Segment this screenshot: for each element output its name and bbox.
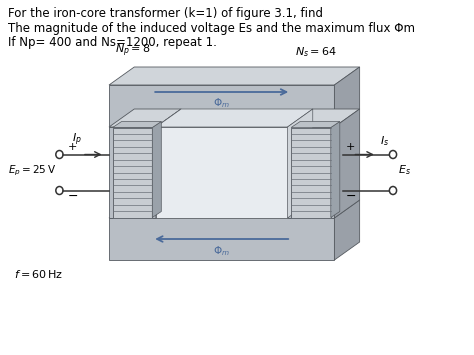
Text: $-$: $-$ [345,189,356,202]
Text: $N_s = 64$: $N_s = 64$ [294,45,337,59]
Text: $+$: $+$ [67,142,77,153]
Text: The magnitude of the induced voltage Es and the maximum flux Φm: The magnitude of the induced voltage Es … [8,22,415,35]
Text: $E_p = 25\,\mathrm{V}$: $E_p = 25\,\mathrm{V}$ [8,163,56,178]
Polygon shape [291,127,331,218]
Polygon shape [334,109,360,218]
Polygon shape [288,109,313,218]
Polygon shape [334,200,360,260]
Text: If Np= 400 and Ns=1200, repeat 1.: If Np= 400 and Ns=1200, repeat 1. [8,36,217,49]
Polygon shape [109,218,334,260]
Text: For the iron-core transformer (k=1) of figure 3.1, find: For the iron-core transformer (k=1) of f… [8,7,323,20]
Polygon shape [156,109,313,127]
Polygon shape [288,127,334,218]
Polygon shape [109,200,360,218]
Text: $f = 60\,\mathrm{Hz}$: $f = 60\,\mathrm{Hz}$ [14,268,64,280]
Text: $\Phi_m$: $\Phi_m$ [213,244,230,258]
Polygon shape [152,121,161,218]
Polygon shape [334,67,360,127]
Polygon shape [109,109,181,127]
Text: $I_p$: $I_p$ [72,132,82,148]
Text: $N_p = 8$: $N_p = 8$ [115,43,150,59]
Text: $I_s$: $I_s$ [380,135,390,148]
Polygon shape [156,127,288,218]
Polygon shape [291,121,340,127]
Text: $+$: $+$ [345,142,356,153]
Text: $E_s$: $E_s$ [399,164,411,178]
Polygon shape [113,127,152,218]
Polygon shape [156,109,181,218]
Polygon shape [109,67,360,85]
Polygon shape [288,109,360,127]
Text: $-$: $-$ [67,189,78,202]
Polygon shape [109,127,156,218]
Polygon shape [331,121,340,218]
Text: $\Phi_m$: $\Phi_m$ [213,96,230,110]
Polygon shape [113,121,161,127]
Polygon shape [109,85,334,127]
